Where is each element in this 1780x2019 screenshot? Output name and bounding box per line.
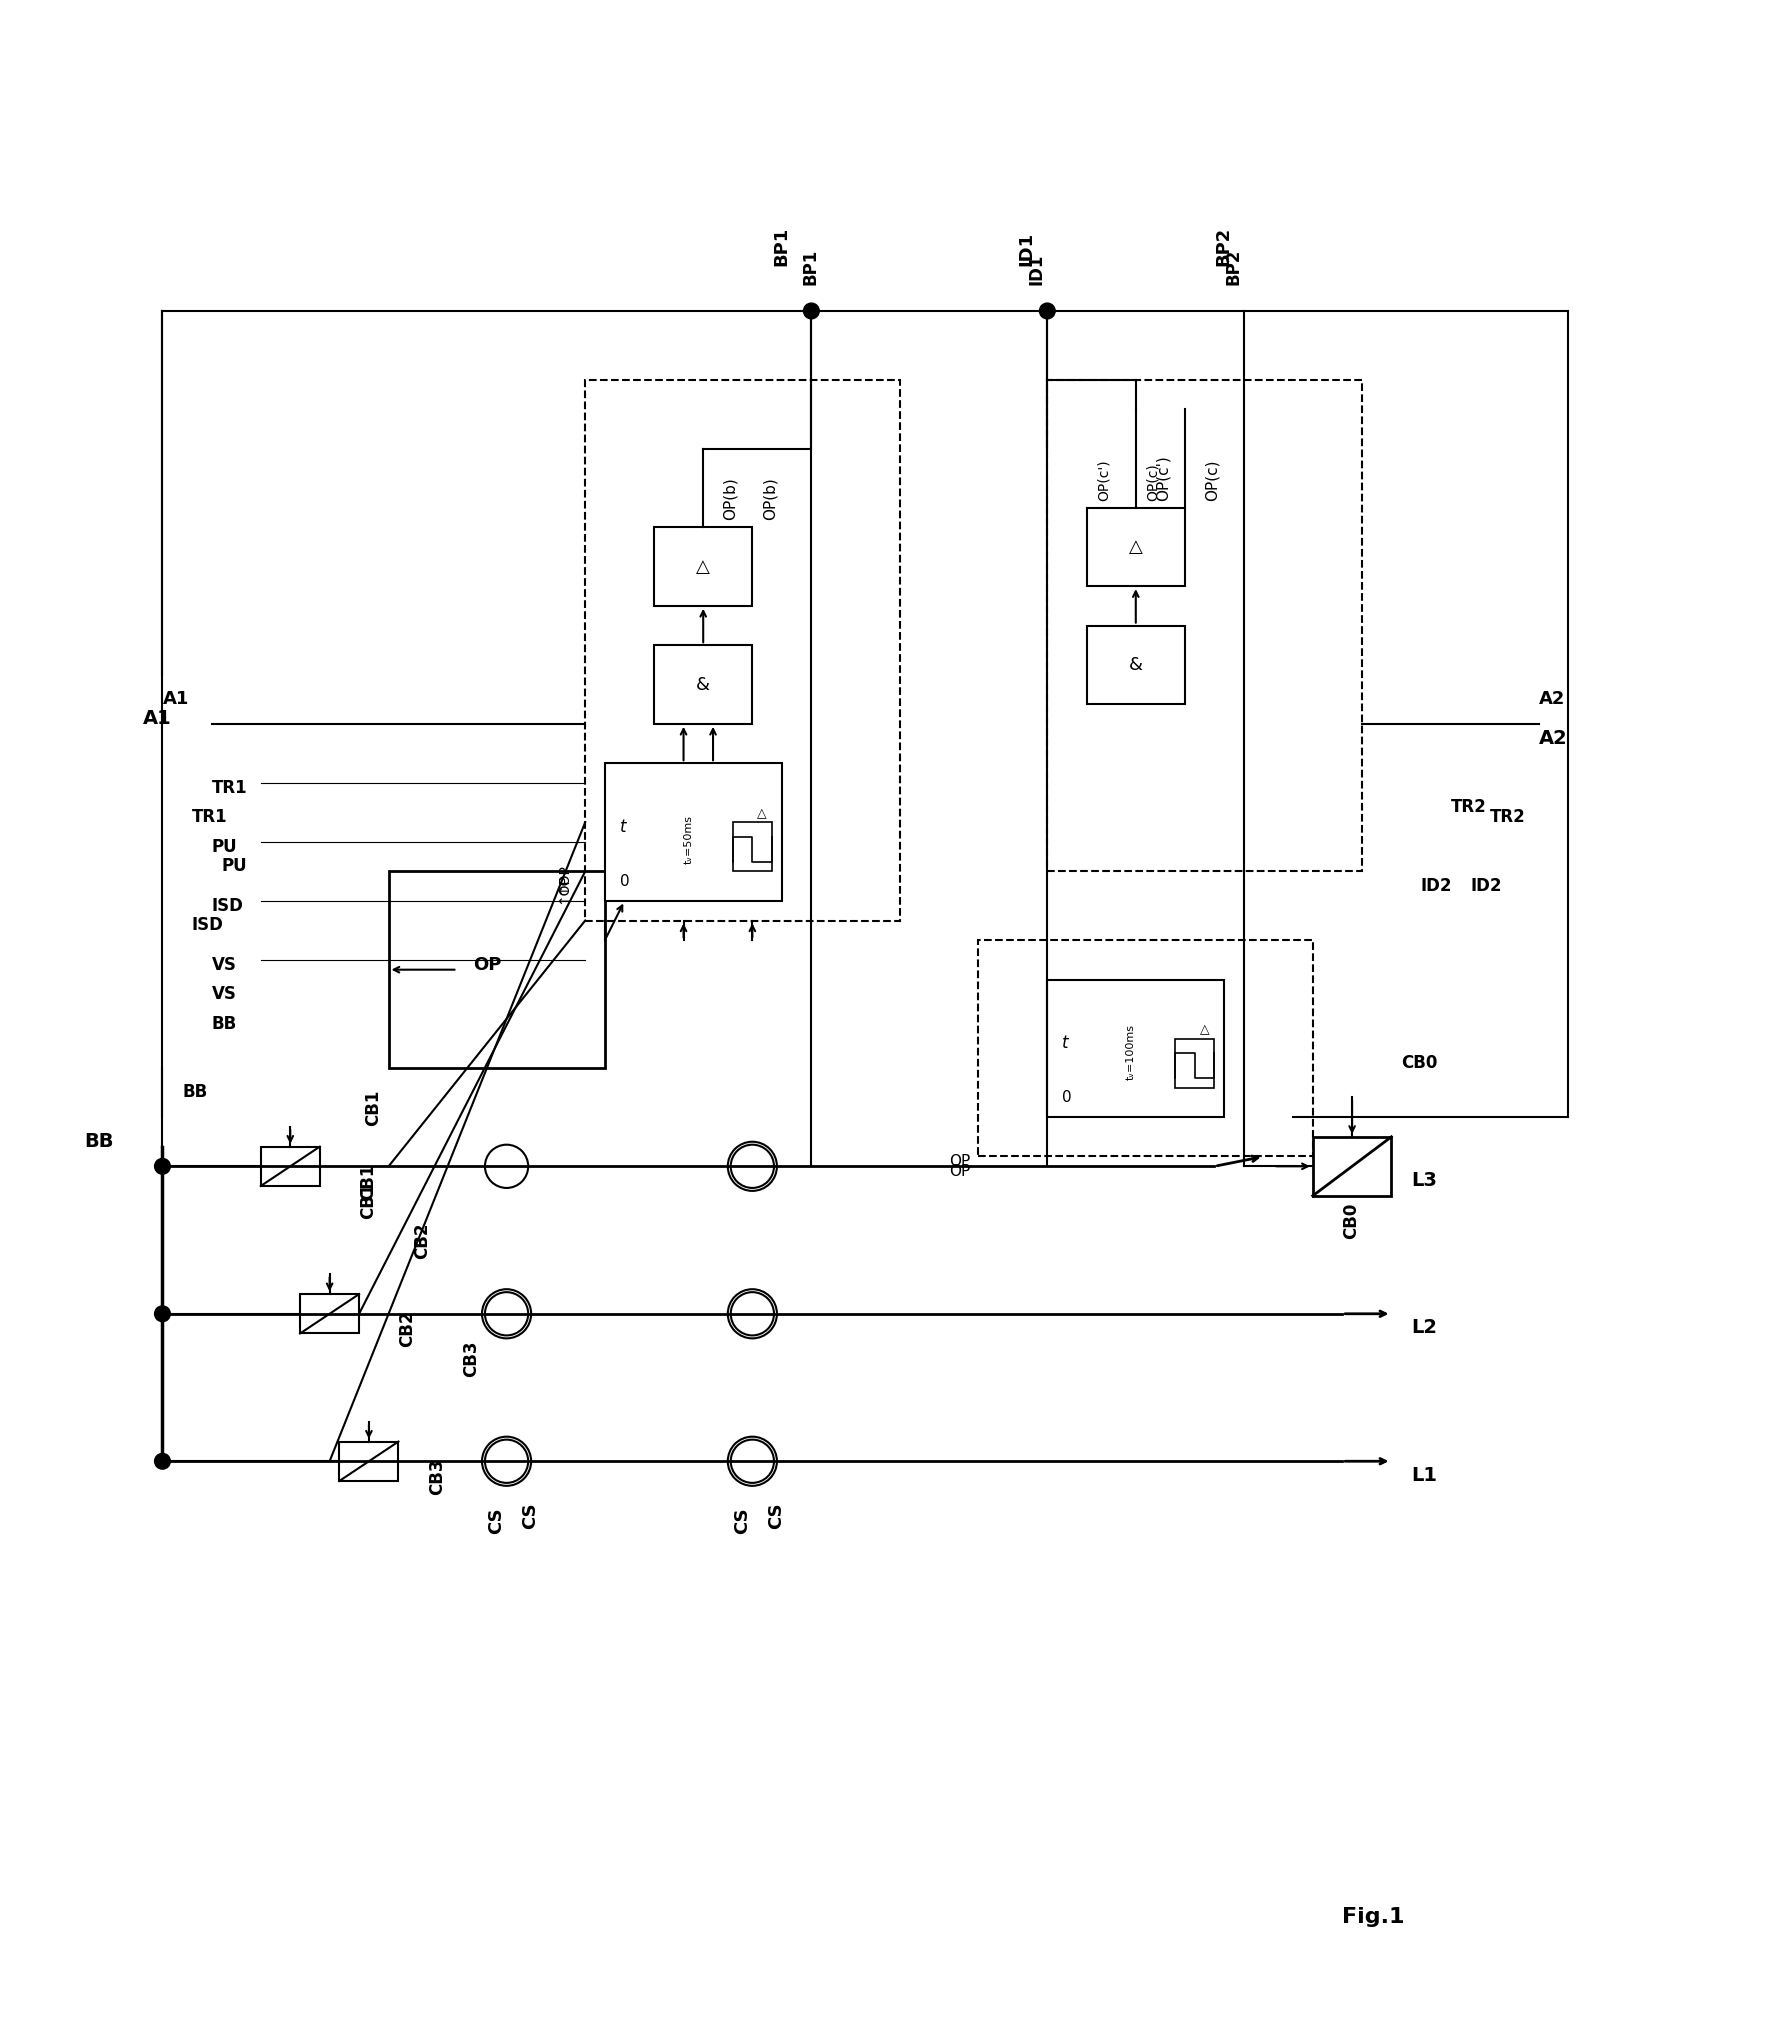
- Text: OP(c): OP(c): [1146, 462, 1159, 501]
- Text: BB: BB: [84, 1131, 114, 1151]
- Text: BP2: BP2: [1214, 226, 1232, 267]
- Text: BB: BB: [212, 1016, 237, 1032]
- Bar: [1086, 507, 1185, 586]
- Text: CB2: CB2: [399, 1310, 417, 1347]
- Text: &: &: [1129, 656, 1143, 674]
- Text: CS: CS: [767, 1502, 785, 1528]
- Circle shape: [484, 1145, 529, 1187]
- Text: tᵥ=50ms: tᵥ=50ms: [684, 814, 694, 864]
- Bar: [605, 763, 781, 900]
- Text: Fig.1: Fig.1: [1342, 1908, 1404, 1928]
- Text: TR2: TR2: [1451, 798, 1486, 816]
- Text: ↑OP: ↑OP: [555, 864, 570, 894]
- Text: ID2: ID2: [1470, 876, 1502, 894]
- Bar: [262, 1147, 320, 1185]
- Text: BP2: BP2: [1225, 248, 1242, 285]
- Text: CB1: CB1: [365, 1090, 383, 1127]
- Bar: [301, 1294, 360, 1333]
- Text: △: △: [1129, 537, 1143, 555]
- Text: △: △: [756, 808, 767, 820]
- Text: OP(c'): OP(c'): [1096, 458, 1111, 501]
- Circle shape: [732, 1292, 774, 1335]
- Text: OP: OP: [949, 1155, 970, 1169]
- Text: OP(c'): OP(c'): [1155, 454, 1171, 501]
- Circle shape: [728, 1438, 776, 1486]
- Text: OP: OP: [473, 955, 502, 973]
- Circle shape: [155, 1306, 171, 1322]
- Circle shape: [728, 1141, 776, 1191]
- Text: △: △: [696, 557, 710, 575]
- Text: 0: 0: [1063, 1090, 1072, 1106]
- Text: PU: PU: [212, 838, 237, 856]
- Text: ISD: ISD: [192, 917, 224, 935]
- Text: △: △: [1200, 1024, 1209, 1036]
- Circle shape: [803, 303, 819, 319]
- Bar: [653, 646, 753, 725]
- Circle shape: [732, 1145, 774, 1187]
- Text: ID2: ID2: [1420, 876, 1452, 894]
- Text: ID1: ID1: [1018, 232, 1036, 267]
- Text: CS: CS: [733, 1508, 751, 1534]
- Text: L3: L3: [1412, 1171, 1436, 1189]
- Text: CB3: CB3: [427, 1458, 447, 1494]
- Text: TR2: TR2: [1490, 808, 1525, 826]
- Text: CB1: CB1: [360, 1163, 377, 1199]
- Text: ↑OP: ↑OP: [555, 872, 570, 905]
- Text: VS: VS: [212, 955, 237, 973]
- Text: CS: CS: [488, 1508, 506, 1534]
- Text: OP(c): OP(c): [1205, 458, 1219, 501]
- Bar: [1314, 1137, 1392, 1195]
- Text: CS: CS: [522, 1502, 539, 1528]
- Circle shape: [484, 1440, 529, 1482]
- Text: A2: A2: [1540, 690, 1565, 709]
- Text: OP: OP: [949, 1165, 970, 1179]
- Text: t: t: [1063, 1034, 1068, 1052]
- Bar: [340, 1442, 399, 1480]
- Circle shape: [482, 1438, 530, 1486]
- Text: t: t: [619, 818, 627, 836]
- Text: BP1: BP1: [773, 226, 790, 267]
- Text: BP1: BP1: [801, 248, 819, 285]
- Text: TR1: TR1: [192, 808, 228, 826]
- Bar: [1086, 626, 1185, 705]
- Bar: [733, 822, 773, 872]
- Text: OP(b): OP(b): [762, 479, 778, 521]
- Text: &: &: [696, 676, 710, 695]
- Circle shape: [732, 1440, 774, 1482]
- Text: L2: L2: [1412, 1318, 1436, 1337]
- Circle shape: [482, 1290, 530, 1339]
- Bar: [653, 527, 753, 606]
- Circle shape: [1040, 303, 1056, 319]
- Bar: [1175, 1038, 1214, 1088]
- Text: CB1: CB1: [360, 1183, 377, 1219]
- Text: OP(b): OP(b): [723, 479, 739, 521]
- Text: VS: VS: [212, 985, 237, 1003]
- Bar: [1047, 979, 1225, 1117]
- Text: ISD: ISD: [212, 896, 244, 915]
- Text: PU: PU: [221, 858, 247, 876]
- Circle shape: [728, 1290, 776, 1339]
- Text: CB0: CB0: [1401, 1054, 1438, 1072]
- Text: CB3: CB3: [463, 1341, 481, 1377]
- Text: ID1: ID1: [1027, 254, 1045, 285]
- Text: A2: A2: [1540, 729, 1568, 747]
- Text: TR1: TR1: [212, 779, 247, 798]
- Text: A1: A1: [162, 690, 189, 709]
- Bar: [388, 872, 605, 1068]
- Circle shape: [155, 1159, 171, 1175]
- Text: CB0: CB0: [1342, 1203, 1360, 1240]
- Text: tᵥ=100ms: tᵥ=100ms: [1127, 1024, 1136, 1080]
- Text: L1: L1: [1412, 1466, 1436, 1484]
- Text: BB: BB: [182, 1084, 208, 1102]
- Text: CB2: CB2: [413, 1221, 431, 1258]
- Text: A1: A1: [142, 709, 171, 729]
- Circle shape: [484, 1292, 529, 1335]
- Circle shape: [155, 1454, 171, 1470]
- Text: 0: 0: [619, 874, 630, 888]
